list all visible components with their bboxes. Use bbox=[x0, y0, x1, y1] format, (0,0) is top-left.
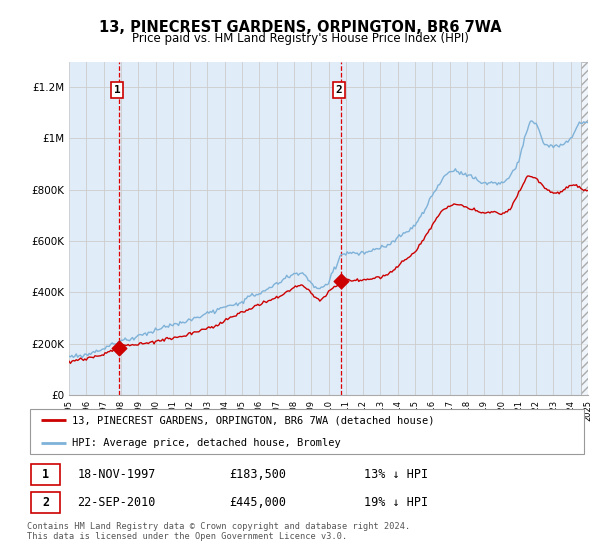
Text: 2: 2 bbox=[42, 496, 49, 509]
FancyBboxPatch shape bbox=[30, 409, 584, 454]
FancyBboxPatch shape bbox=[31, 492, 59, 513]
Point bbox=[336, 276, 346, 285]
Text: £445,000: £445,000 bbox=[229, 496, 286, 509]
Text: 13, PINECREST GARDENS, ORPINGTON, BR6 7WA: 13, PINECREST GARDENS, ORPINGTON, BR6 7W… bbox=[98, 20, 502, 35]
Point bbox=[114, 343, 124, 352]
Text: 13% ↓ HPI: 13% ↓ HPI bbox=[364, 468, 428, 480]
Text: HPI: Average price, detached house, Bromley: HPI: Average price, detached house, Brom… bbox=[72, 438, 341, 448]
Text: 19% ↓ HPI: 19% ↓ HPI bbox=[364, 496, 428, 509]
Text: 1: 1 bbox=[42, 468, 49, 480]
Text: 2: 2 bbox=[336, 85, 343, 95]
Text: 22-SEP-2010: 22-SEP-2010 bbox=[77, 496, 156, 509]
Text: Price paid vs. HM Land Registry's House Price Index (HPI): Price paid vs. HM Land Registry's House … bbox=[131, 32, 469, 45]
Text: 13, PINECREST GARDENS, ORPINGTON, BR6 7WA (detached house): 13, PINECREST GARDENS, ORPINGTON, BR6 7W… bbox=[72, 416, 434, 426]
Text: 1: 1 bbox=[114, 85, 121, 95]
FancyBboxPatch shape bbox=[31, 464, 59, 485]
Text: Contains HM Land Registry data © Crown copyright and database right 2024.
This d: Contains HM Land Registry data © Crown c… bbox=[27, 522, 410, 542]
Bar bbox=[581, 62, 588, 395]
Bar bbox=[581, 62, 588, 395]
Text: £183,500: £183,500 bbox=[229, 468, 286, 480]
Text: 18-NOV-1997: 18-NOV-1997 bbox=[77, 468, 156, 480]
